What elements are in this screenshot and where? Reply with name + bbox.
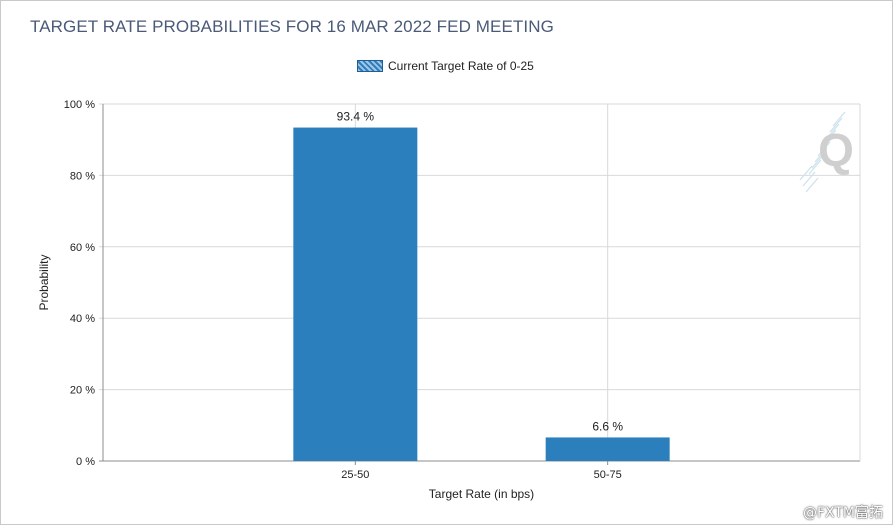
x-tick-label: 25-50 — [341, 469, 369, 481]
grid-lines — [99, 104, 860, 461]
y-tick-label: 100 % — [64, 99, 95, 111]
y-tick-label: 60 % — [70, 242, 95, 254]
q-logo: Q — [800, 112, 854, 192]
axes — [355, 461, 607, 465]
x-axis-title: Target Rate (in bps) — [429, 487, 534, 501]
data-label: 6.6 % — [592, 419, 623, 433]
y-tick-label: 40 % — [70, 313, 95, 325]
bar — [293, 128, 417, 461]
watermark-text: @FXTM富拓 — [803, 502, 883, 522]
data-label: 93.4 % — [337, 110, 375, 124]
y-tick-label: 20 % — [70, 385, 95, 397]
y-tick-label: 80 % — [70, 170, 95, 182]
bars — [293, 128, 669, 461]
bar — [546, 437, 670, 461]
x-tick-label: 50-75 — [594, 469, 622, 481]
q-logo-text: Q — [818, 124, 854, 176]
y-tick-label: 0 % — [76, 456, 95, 468]
y-axis-title: Probability — [37, 254, 51, 310]
